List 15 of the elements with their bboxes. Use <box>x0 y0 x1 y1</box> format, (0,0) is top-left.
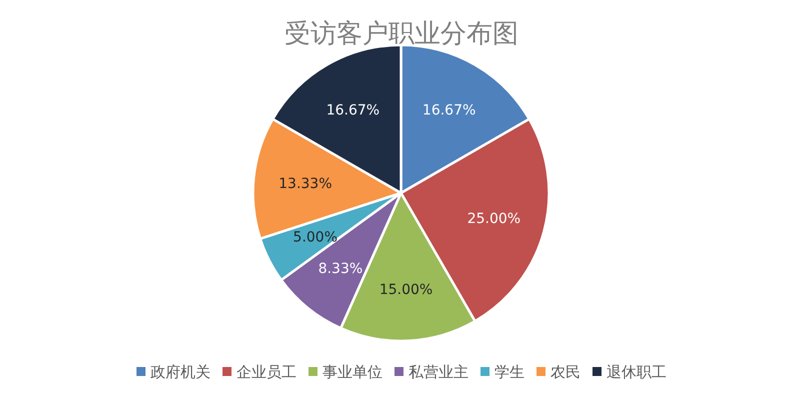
legend-label: 农民 <box>550 363 580 381</box>
data-label: 5.00% <box>293 230 338 246</box>
data-label: 8.33% <box>318 260 363 277</box>
data-label: 13.33% <box>278 176 332 192</box>
data-label: 16.67% <box>326 102 380 119</box>
data-label: 25.00% <box>467 210 521 227</box>
legend-label: 学生 <box>494 363 524 381</box>
legend-label: 私营业主 <box>408 363 468 381</box>
data-label: 15.00% <box>379 282 433 298</box>
data-label: 16.67% <box>422 102 476 119</box>
legend-label: 政府机关 <box>150 363 210 381</box>
legend-label: 事业单位 <box>322 363 382 381</box>
legend-label: 企业员工 <box>236 363 296 381</box>
chart-title: 受访客户职业分布图 <box>284 19 518 49</box>
legend-label: 退休职工 <box>606 363 666 381</box>
